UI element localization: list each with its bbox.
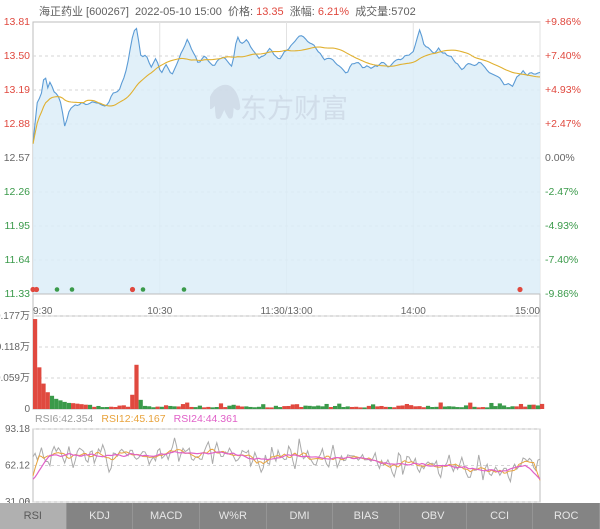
svg-text:0.177万: 0.177万 (0, 311, 30, 322)
svg-text:9:30: 9:30 (33, 306, 53, 317)
svg-text:11.33: 11.33 (5, 288, 31, 300)
svg-text:+2.47%: +2.47% (545, 118, 581, 130)
svg-text:62.12: 62.12 (5, 461, 30, 472)
svg-text:10:30: 10:30 (147, 306, 172, 317)
svg-text:14:00: 14:00 (401, 306, 426, 317)
svg-text:+9.86%: +9.86% (545, 16, 581, 28)
svg-text:-4.93%: -4.93% (545, 220, 578, 232)
svg-text:-7.40%: -7.40% (545, 254, 578, 266)
svg-text:+7.40%: +7.40% (545, 50, 581, 62)
svg-text:13.50: 13.50 (4, 50, 30, 62)
svg-text:-9.86%: -9.86% (545, 288, 578, 300)
svg-text:12.26: 12.26 (4, 186, 30, 198)
svg-text:-2.47%: -2.47% (545, 186, 578, 198)
svg-text:15:00: 15:00 (515, 306, 540, 317)
svg-text:东方财富: 东方财富 (240, 94, 348, 124)
svg-text:13.19: 13.19 (4, 84, 30, 96)
svg-text:11.64: 11.64 (5, 254, 31, 266)
svg-text:12.88: 12.88 (4, 118, 30, 130)
svg-text:13.81: 13.81 (4, 16, 30, 28)
svg-text:11:30/13:00: 11:30/13:00 (260, 306, 313, 317)
svg-text:0: 0 (24, 404, 30, 415)
svg-text:+4.93%: +4.93% (545, 84, 581, 96)
svg-text:11.95: 11.95 (5, 220, 31, 232)
svg-text:0.059万: 0.059万 (0, 373, 30, 384)
svg-text:0.118万: 0.118万 (0, 342, 30, 353)
svg-text:93.18: 93.18 (5, 424, 30, 435)
svg-text:0.00%: 0.00% (545, 152, 575, 164)
svg-text:12.57: 12.57 (4, 152, 30, 164)
